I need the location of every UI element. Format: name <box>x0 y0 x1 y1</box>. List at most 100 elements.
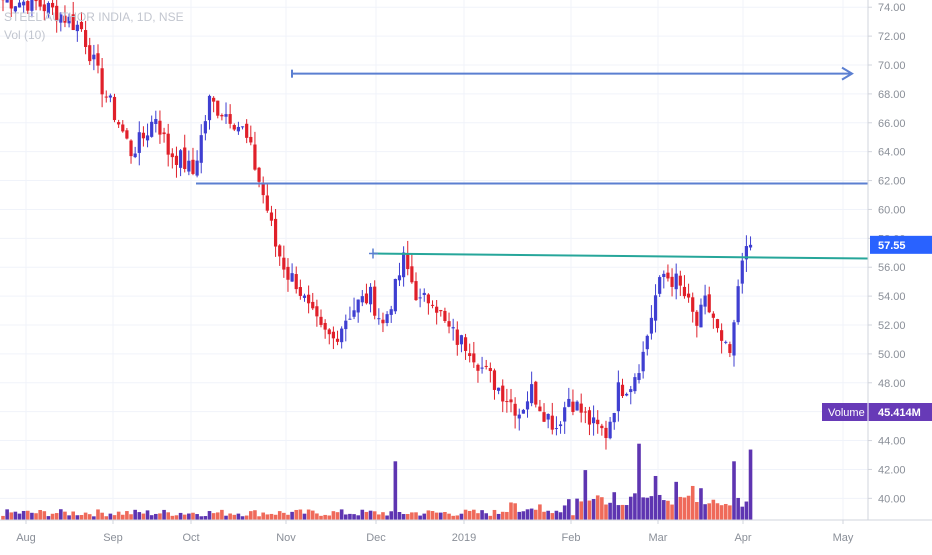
candle-body[interactable] <box>109 96 112 98</box>
candle-body[interactable] <box>609 422 612 438</box>
candle-body[interactable] <box>162 132 165 134</box>
candle-body[interactable] <box>728 344 731 353</box>
volume-legend[interactable]: Vol (10) <box>4 26 184 44</box>
candle-body[interactable] <box>373 287 376 316</box>
candle-body[interactable] <box>299 287 302 296</box>
candle-body[interactable] <box>146 135 149 140</box>
candle-body[interactable] <box>687 294 690 298</box>
candle-body[interactable] <box>567 399 570 407</box>
candle-body[interactable] <box>551 416 554 430</box>
candle-body[interactable] <box>534 382 537 405</box>
candle-body[interactable] <box>117 122 120 124</box>
candle-body[interactable] <box>245 124 248 138</box>
candle-body[interactable] <box>237 127 240 131</box>
candle-body[interactable] <box>134 154 137 158</box>
candle-body[interactable] <box>270 212 273 220</box>
candle-body[interactable] <box>212 98 215 102</box>
candle-body[interactable] <box>505 401 508 402</box>
candle-body[interactable] <box>555 428 558 429</box>
candle-body[interactable] <box>617 382 620 411</box>
candle-body[interactable] <box>262 184 265 195</box>
candle-body[interactable] <box>295 274 298 289</box>
candle-body[interactable] <box>621 385 624 396</box>
candle-body[interactable] <box>658 277 661 294</box>
candle-body[interactable] <box>749 245 752 248</box>
candle-body[interactable] <box>538 407 541 412</box>
candle-body[interactable] <box>654 295 657 320</box>
candle-body[interactable] <box>547 414 550 420</box>
candle-body[interactable] <box>340 329 343 343</box>
candle-body[interactable] <box>518 415 521 419</box>
candle-body[interactable] <box>580 404 583 413</box>
candle-body[interactable] <box>105 97 108 98</box>
candle-body[interactable] <box>708 294 711 312</box>
candle-body[interactable] <box>113 97 116 120</box>
candle-body[interactable] <box>646 336 649 349</box>
candle-body[interactable] <box>625 394 628 396</box>
candle-body[interactable] <box>588 410 591 424</box>
candle-body[interactable] <box>691 297 694 311</box>
candle-body[interactable] <box>6 0 9 3</box>
candle-body[interactable] <box>51 3 54 7</box>
candle-body[interactable] <box>216 101 219 116</box>
candle-body[interactable] <box>732 322 735 355</box>
candle-body[interactable] <box>34 0 37 1</box>
candle-body[interactable] <box>443 311 446 321</box>
candle-body[interactable] <box>637 373 640 380</box>
candle-body[interactable] <box>138 132 141 153</box>
candle-body[interactable] <box>662 274 665 277</box>
candle-body[interactable] <box>542 412 545 422</box>
candle-body[interactable] <box>357 300 360 313</box>
candle-body[interactable] <box>712 314 715 318</box>
candle-body[interactable] <box>410 266 413 282</box>
candle-body[interactable] <box>406 254 409 269</box>
candle-body[interactable] <box>101 68 104 94</box>
candle-body[interactable] <box>204 121 207 133</box>
candle-body[interactable] <box>191 160 194 174</box>
candle-body[interactable] <box>497 388 500 391</box>
candle-body[interactable] <box>716 319 719 328</box>
candle-body[interactable] <box>381 320 384 324</box>
candle-body[interactable] <box>501 386 504 402</box>
candle-body[interactable] <box>472 353 475 362</box>
candle-body[interactable] <box>514 404 517 416</box>
candle-body[interactable] <box>266 195 269 210</box>
candle-body[interactable] <box>96 53 99 65</box>
candle-body[interactable] <box>319 317 322 325</box>
candle-body[interactable] <box>336 339 339 342</box>
candle-body[interactable] <box>642 352 645 371</box>
candle-body[interactable] <box>596 420 599 424</box>
candle-body[interactable] <box>220 115 223 116</box>
candle-body[interactable] <box>291 273 294 281</box>
candle-body[interactable] <box>274 219 277 247</box>
candle-body[interactable] <box>324 323 327 330</box>
candle-body[interactable] <box>22 2 25 6</box>
candle-body[interactable] <box>522 410 525 414</box>
candle-body[interactable] <box>332 332 335 339</box>
candle-body[interactable] <box>257 168 260 182</box>
candle-body[interactable] <box>121 124 124 131</box>
candle-body[interactable] <box>187 161 190 172</box>
candle-body[interactable] <box>154 119 157 124</box>
candle-body[interactable] <box>666 273 669 279</box>
candle-body[interactable] <box>224 114 227 117</box>
candle-body[interactable] <box>369 287 372 304</box>
candle-body[interactable] <box>650 318 653 334</box>
candle-body[interactable] <box>485 366 488 367</box>
candle-body[interactable] <box>167 134 170 155</box>
candle-body[interactable] <box>526 401 529 409</box>
candle-body[interactable] <box>633 377 636 391</box>
candle-body[interactable] <box>423 293 426 295</box>
candle-body[interactable] <box>720 330 723 341</box>
candle-body[interactable] <box>385 314 388 323</box>
candle-body[interactable] <box>584 412 587 413</box>
candle-body[interactable] <box>414 281 417 300</box>
candle-body[interactable] <box>196 161 199 176</box>
candle-body[interactable] <box>452 327 455 328</box>
candle-body[interactable] <box>493 370 496 390</box>
candle-body[interactable] <box>92 55 95 60</box>
candle-body[interactable] <box>695 312 698 326</box>
candle-body[interactable] <box>348 319 351 320</box>
candle-body[interactable] <box>253 145 256 170</box>
candle-body[interactable] <box>699 305 702 328</box>
